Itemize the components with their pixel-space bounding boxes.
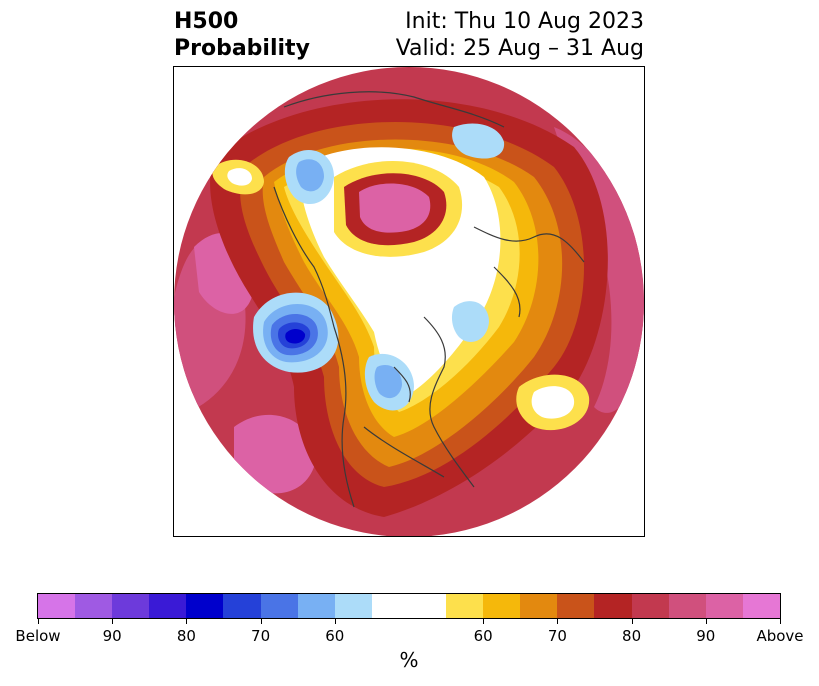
colorbar-tick-mark <box>780 619 781 624</box>
colorbar-segment <box>112 594 150 618</box>
colorbar-segment <box>446 594 484 618</box>
colorbar-segment <box>149 594 187 618</box>
colorbar-segment <box>705 594 743 618</box>
field-west-white <box>227 168 252 186</box>
colorbar-tick-label: 90 <box>102 627 122 645</box>
colorbar-segment <box>371 594 409 618</box>
colorbar-tick-mark <box>557 619 559 624</box>
colorbar-tick-label: 60 <box>473 627 493 645</box>
colorbar-segment <box>223 594 261 618</box>
colorbar-tick-label: 80 <box>176 627 196 645</box>
colorbar-tick-mark <box>186 619 188 624</box>
colorbar-segment <box>260 594 298 618</box>
colorbar-segment <box>75 594 113 618</box>
colorbar-segment <box>668 594 706 618</box>
colorbar-segment <box>594 594 632 618</box>
field-below-hudson <box>451 301 489 342</box>
colorbar-segment <box>334 594 372 618</box>
colorbar-segment <box>186 594 224 618</box>
probability-map <box>174 67 644 536</box>
colorbar-tick-mark <box>705 619 707 624</box>
colorbar-segment <box>38 594 76 618</box>
colorbar-tick-label: 80 <box>622 627 642 645</box>
colorbar-segment <box>557 594 595 618</box>
chart-dates: Init: Thu 10 Aug 2023 Valid: 25 Aug – 31… <box>396 8 644 62</box>
colorbar-segment <box>408 594 447 618</box>
field-below-north <box>452 123 505 159</box>
field-below-archipelago-inner <box>296 159 324 192</box>
colorbar-tick-mark <box>334 619 336 624</box>
colorbar-tick-label: 70 <box>251 627 271 645</box>
colorbar-tick-mark <box>38 619 39 624</box>
colorbar-tick-label: 70 <box>547 627 567 645</box>
init-date: Init: Thu 10 Aug 2023 <box>405 9 644 34</box>
title-variable: H500 <box>174 9 239 34</box>
chart-title: H500 Probability <box>174 8 310 62</box>
colorbar-tick-mark <box>112 619 114 624</box>
coastlines <box>273 91 585 508</box>
colorbar-segment <box>520 594 558 618</box>
colorbar-tick-label: Above <box>756 627 804 645</box>
colorbar <box>37 593 781 619</box>
colorbar-segment <box>742 594 780 618</box>
colorbar-tick-mark <box>631 619 633 624</box>
field-pink-south <box>234 414 316 494</box>
colorbar-tick-label: 90 <box>696 627 716 645</box>
colorbar-tick-label: Below <box>15 627 61 645</box>
field-below-95 <box>285 328 306 344</box>
colorbar-segment <box>297 594 335 618</box>
colorbar-tick-label: 60 <box>325 627 345 645</box>
colorbar-tick-mark <box>483 619 485 624</box>
field-atlantic-white-core <box>531 386 575 419</box>
map-panel <box>173 66 645 537</box>
colorbar-segment <box>631 594 669 618</box>
valid-range: Valid: 25 Aug – 31 Aug <box>395 36 644 61</box>
colorbar-tick-mark <box>260 619 262 624</box>
colorbar-segment <box>483 594 521 618</box>
field-pole-pink <box>359 183 431 233</box>
colorbar-unit: % <box>399 648 419 672</box>
field-below-canada-inner <box>374 365 402 399</box>
title-type: Probability <box>174 36 310 61</box>
